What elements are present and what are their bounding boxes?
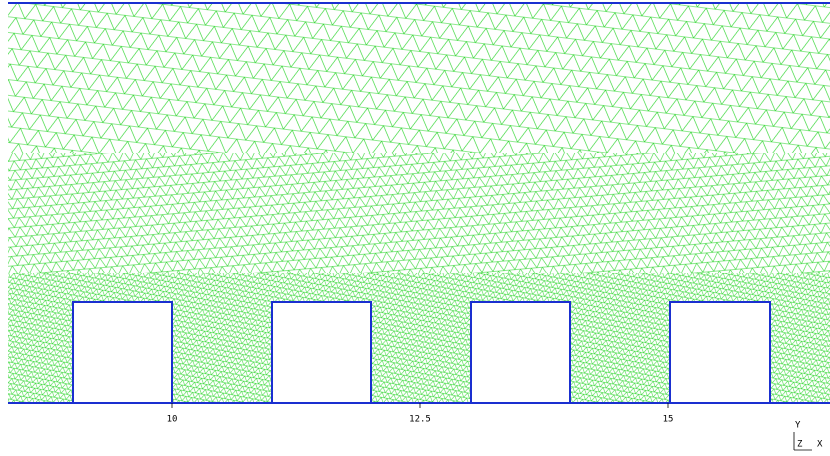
obstacle	[670, 302, 770, 403]
triad: Y Z X	[794, 421, 823, 451]
mesh-coarse	[8, 3, 830, 153]
x-tick-label: 12.5	[409, 415, 431, 425]
obstacle	[272, 302, 371, 403]
triad-label: Y	[795, 421, 801, 431]
mesh-medium	[8, 153, 830, 273]
x-tick-label: 15	[663, 415, 674, 425]
triad-label: X	[817, 440, 823, 450]
obstacle	[73, 302, 172, 403]
triad-label: Z	[797, 440, 803, 450]
mesh-viewer: Y Z X 10 12.5 15	[0, 0, 830, 456]
x-tick-label: 10	[167, 415, 178, 425]
obstacle	[471, 302, 570, 403]
